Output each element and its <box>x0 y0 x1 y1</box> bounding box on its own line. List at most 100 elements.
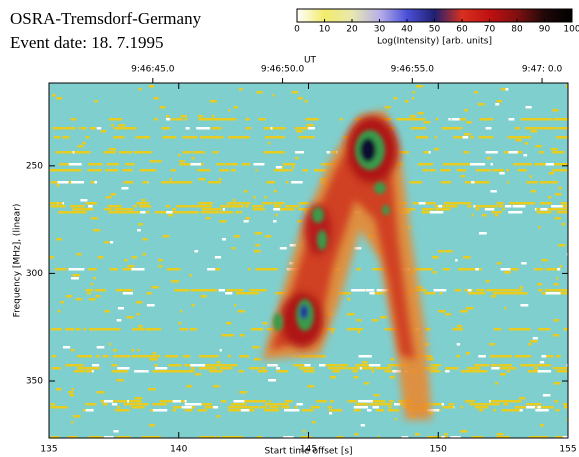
noise <box>347 328 361 331</box>
noise <box>565 208 568 211</box>
noise <box>50 403 56 406</box>
noise <box>433 148 440 151</box>
noise <box>338 364 349 367</box>
noise <box>504 307 507 310</box>
noise <box>289 244 297 247</box>
noise <box>65 364 79 367</box>
noise <box>178 322 182 325</box>
noise <box>496 262 502 265</box>
noise <box>183 406 192 409</box>
noise <box>563 118 568 121</box>
noise <box>542 118 553 121</box>
noise <box>57 202 63 205</box>
noise <box>388 400 394 403</box>
noise <box>190 364 206 367</box>
noise <box>426 409 440 412</box>
noise <box>468 367 474 370</box>
noise <box>448 403 455 406</box>
noise <box>484 208 495 211</box>
x-tick-label: 155 <box>559 445 576 455</box>
noise <box>426 436 442 438</box>
noise <box>339 118 343 121</box>
noise <box>498 364 512 367</box>
noise <box>517 136 529 139</box>
noise <box>262 322 268 325</box>
noise <box>530 340 538 343</box>
x-tick-label: 135 <box>40 445 57 455</box>
noise <box>422 202 436 205</box>
noise <box>161 181 176 184</box>
noise <box>182 355 189 358</box>
noise <box>566 367 568 370</box>
noise <box>360 424 365 427</box>
noise <box>285 205 300 208</box>
noise <box>496 289 511 292</box>
noise <box>85 136 90 139</box>
noise <box>204 406 210 409</box>
noise <box>133 205 137 208</box>
noise <box>565 85 568 88</box>
noise <box>565 289 568 292</box>
noise <box>50 181 61 184</box>
noise <box>293 364 309 367</box>
noise <box>76 364 84 367</box>
noise <box>156 160 162 163</box>
noise <box>145 181 149 184</box>
noise <box>507 136 519 139</box>
noise <box>180 115 187 118</box>
noise <box>346 313 355 316</box>
noise <box>131 349 135 352</box>
noise <box>146 304 155 307</box>
noise <box>177 406 180 409</box>
noise <box>263 400 266 403</box>
noise <box>172 208 177 211</box>
noise <box>384 106 391 109</box>
noise <box>57 211 71 214</box>
noise <box>566 136 568 139</box>
noise <box>190 163 202 166</box>
noise <box>313 169 327 172</box>
noise <box>520 304 529 307</box>
noise <box>458 136 469 139</box>
noise <box>263 151 279 154</box>
noise <box>90 367 100 370</box>
noise <box>538 289 543 292</box>
noise <box>349 328 353 331</box>
noise <box>253 250 261 253</box>
noise <box>65 328 75 331</box>
noise <box>351 289 365 292</box>
noise <box>478 409 484 412</box>
noise <box>95 355 100 358</box>
noise <box>268 379 276 382</box>
noise <box>258 118 266 121</box>
noise <box>153 118 158 121</box>
noise <box>230 169 236 172</box>
noise <box>537 370 552 373</box>
noise <box>367 409 372 412</box>
noise <box>96 346 105 349</box>
noise <box>68 268 85 271</box>
noise <box>185 355 191 358</box>
noise <box>455 118 466 121</box>
noise <box>57 310 61 313</box>
noise <box>468 292 480 295</box>
noise <box>116 319 122 322</box>
noise <box>138 223 143 226</box>
noise <box>142 181 149 184</box>
noise <box>379 316 387 319</box>
noise <box>470 163 486 166</box>
noise <box>245 217 251 220</box>
noise <box>76 253 82 256</box>
noise <box>189 274 193 277</box>
noise <box>100 400 108 403</box>
noise <box>542 394 551 397</box>
noise <box>131 211 141 214</box>
noise <box>442 406 454 409</box>
noise <box>387 364 403 367</box>
noise <box>87 169 97 172</box>
noise <box>526 406 541 409</box>
noise <box>88 163 103 166</box>
noise <box>530 130 537 133</box>
noise <box>456 355 461 358</box>
noise <box>116 205 121 208</box>
